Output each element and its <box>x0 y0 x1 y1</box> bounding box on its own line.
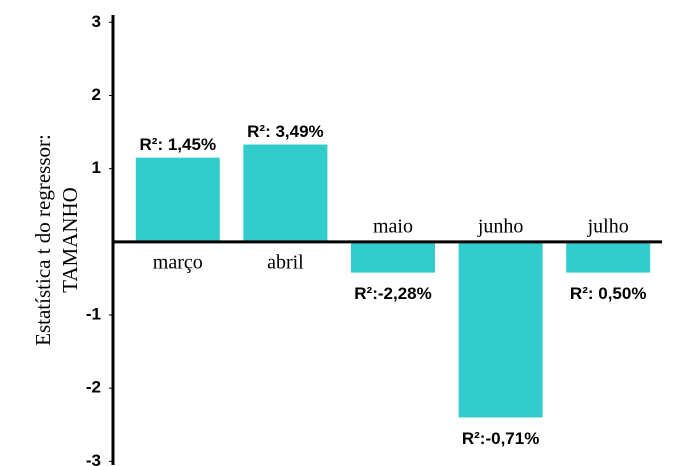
y-axis-title: TAMANHO <box>58 187 82 293</box>
bar <box>135 157 220 242</box>
y-axis-title: Estatística t do regressor: <box>31 134 55 346</box>
x-tick-label: maio <box>373 215 413 237</box>
y-tick-label: 1 <box>92 158 101 177</box>
y-tick-label: -2 <box>86 378 101 397</box>
y-tick-label: 3 <box>92 12 101 31</box>
bar-annotation: R²:-2,28% <box>354 284 431 303</box>
x-tick-label: junho <box>477 215 524 237</box>
bar-annotation: R²: 1,45% <box>140 135 217 154</box>
y-tick-label: 2 <box>92 85 101 104</box>
x-tick-label: julho <box>587 215 629 237</box>
bar <box>566 241 651 273</box>
bar <box>458 241 543 418</box>
bar <box>351 241 435 273</box>
x-tick-label: abril <box>267 251 304 273</box>
y-tick-label: -3 <box>86 451 101 466</box>
bar-annotation: R²: 3,49% <box>247 122 324 141</box>
bar-annotation: R²: 0,50% <box>570 284 647 303</box>
x-tick-label: março <box>153 251 203 273</box>
y-tick-label: -1 <box>86 304 101 323</box>
bar <box>243 144 328 242</box>
bar-annotation: R²:-0,71% <box>462 429 539 448</box>
